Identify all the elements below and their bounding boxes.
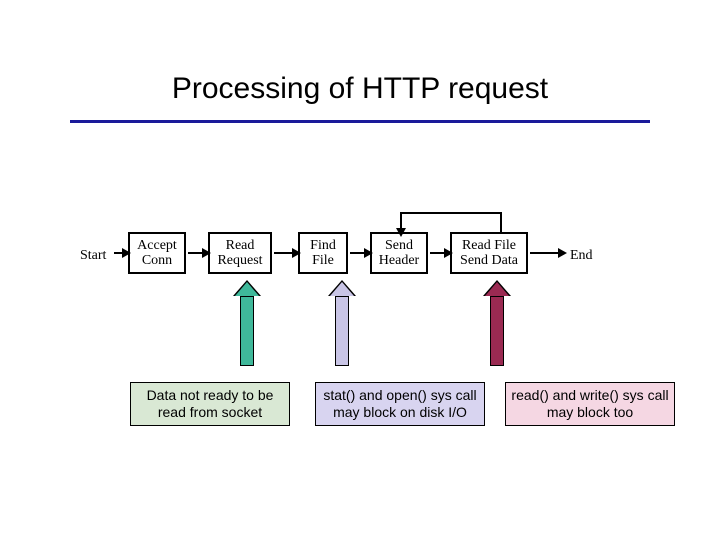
flow-box-line: Send xyxy=(385,238,413,253)
pointer-arrow xyxy=(240,296,254,366)
flow-box-line: Accept xyxy=(137,238,177,253)
flow-arrow-head xyxy=(202,248,211,258)
title-underline xyxy=(70,120,650,123)
flow-box-line: Send Data xyxy=(460,253,518,268)
page-title: Processing of HTTP request xyxy=(0,72,720,106)
flow-box: SendHeader xyxy=(370,232,428,274)
flow-loop-head xyxy=(396,228,406,237)
flow-arrow-head xyxy=(364,248,373,258)
flow-box-line: Request xyxy=(217,253,262,268)
pointer-caption: Data not ready to be read from socket xyxy=(130,382,290,426)
pointer-arrow xyxy=(490,296,504,366)
flow-loop xyxy=(500,212,502,232)
flow-box: FindFile xyxy=(298,232,348,274)
flow-box-line: File xyxy=(312,253,334,268)
flow-box: Read FileSend Data xyxy=(450,232,528,274)
pointer-caption: stat() and open() sys call may block on … xyxy=(315,382,485,426)
flow-arrow-head xyxy=(122,248,131,258)
flow-box-line: Read File xyxy=(462,238,516,253)
flow-arrow-head xyxy=(558,248,567,258)
flow-box: AcceptConn xyxy=(128,232,186,274)
pointer-caption: read() and write() sys call may block to… xyxy=(505,382,675,426)
flow-end-label: End xyxy=(570,248,593,264)
flow-box: ReadRequest xyxy=(208,232,272,274)
flow-loop xyxy=(400,212,502,214)
flow-arrow xyxy=(530,252,560,254)
flow-arrow xyxy=(274,252,294,254)
pointer-arrow xyxy=(335,296,349,366)
flow-box-line: Header xyxy=(379,253,419,268)
flow-arrow-head xyxy=(444,248,453,258)
flow-box-line: Conn xyxy=(142,253,172,268)
flow-arrow-head xyxy=(292,248,301,258)
flow-start-label: Start xyxy=(80,248,106,264)
flow-box-line: Find xyxy=(310,238,336,253)
flow-diagram: Start End AcceptConn ReadRequest FindFile S… xyxy=(80,228,640,288)
flow-box-line: Read xyxy=(226,238,255,253)
